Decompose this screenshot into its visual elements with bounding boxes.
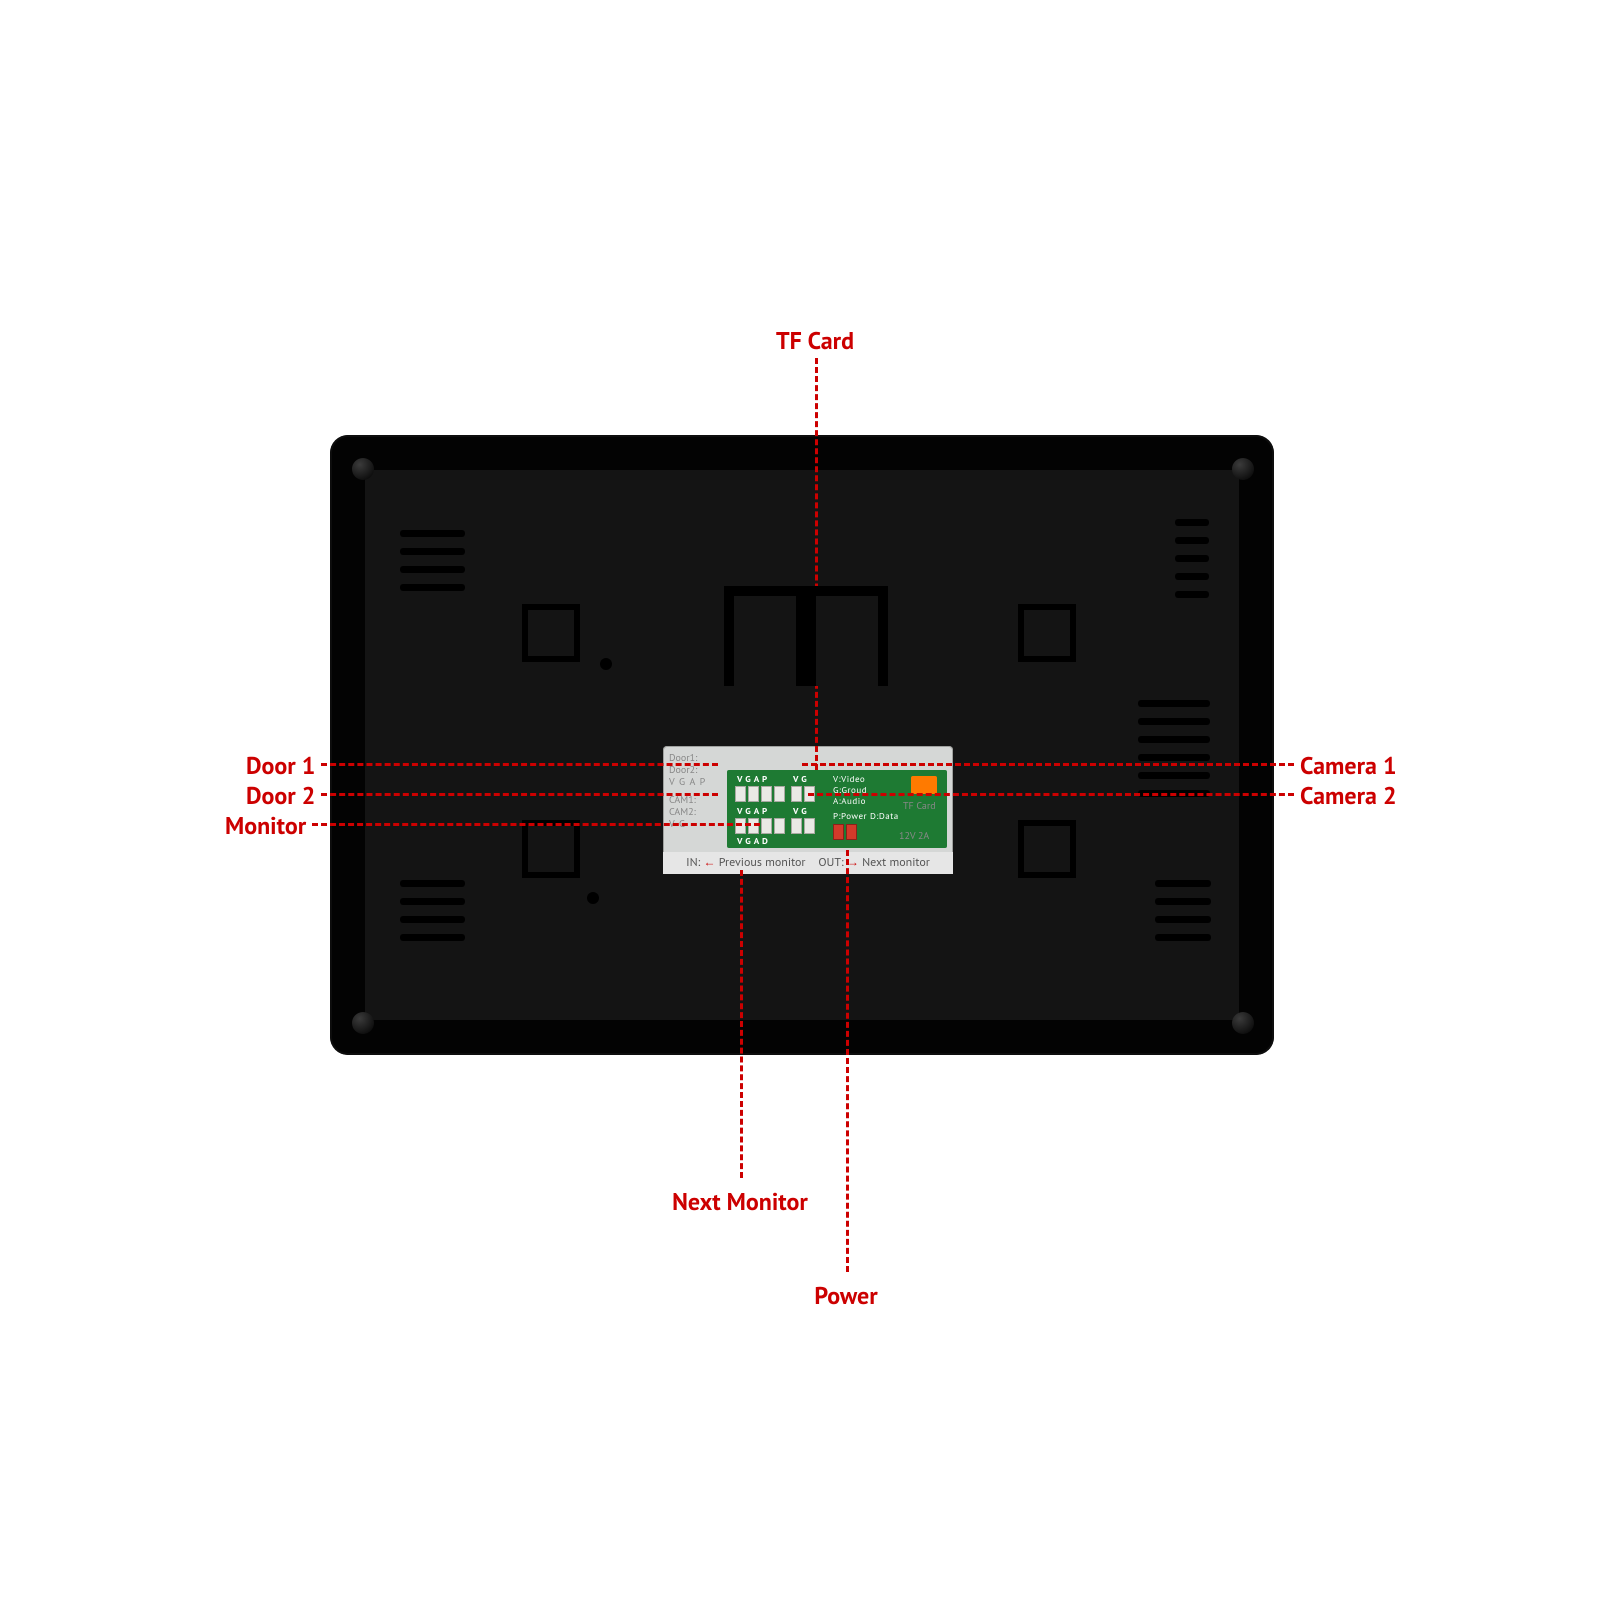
leader-left — [312, 823, 760, 826]
pcb-label-vgad: V G A D — [737, 836, 768, 847]
callout-left: Monitor — [225, 810, 306, 841]
plate-bottom-prev: Previous monitor — [719, 855, 806, 870]
plate-bottom-in: IN: — [686, 855, 700, 870]
vent-grill — [400, 880, 465, 952]
vent-grill — [400, 530, 465, 602]
connector-cam2 — [791, 818, 815, 834]
callout-left: Door 2 — [246, 780, 315, 811]
plate-text-pwr: 12V 2A — [899, 830, 929, 842]
screw-icon — [1232, 1012, 1254, 1034]
leader-right — [802, 763, 1294, 766]
mount-square — [1018, 820, 1076, 878]
callout-left: Door 1 — [246, 750, 315, 781]
plate-bottom-next: Next monitor — [862, 855, 930, 870]
screw-icon — [352, 458, 374, 480]
pcb-label-vgap-bot: V G A P — [737, 806, 768, 817]
callout-bottom: Next Monitor — [672, 1186, 808, 1217]
mount-square — [522, 820, 580, 878]
leader-left — [321, 763, 718, 766]
pcb-label-vgap-top: V G A P — [737, 774, 768, 785]
bracket-slot — [724, 586, 806, 686]
legend-power: P:Power D:Data — [833, 811, 899, 822]
connector-power — [833, 824, 857, 840]
vent-grill — [1138, 700, 1210, 808]
callout-right: Camera 1 — [1300, 750, 1397, 781]
vent-grill — [1155, 880, 1211, 952]
plate-text-tf: TF Card — [903, 800, 936, 812]
device-panel — [365, 470, 1239, 1020]
plate-bottom-strip: IN: ← Previous monitor OUT: → Next monit… — [663, 852, 953, 874]
mount-hole-icon — [600, 658, 612, 670]
mount-square — [522, 604, 580, 662]
legend-audio: A:Audio — [833, 796, 899, 807]
callout-bottom: Power — [814, 1280, 877, 1311]
tf-card-slot-icon — [911, 776, 937, 794]
leader-tf-card — [815, 358, 818, 770]
screw-icon — [1232, 458, 1254, 480]
callout-tf-card: TF Card — [776, 325, 854, 356]
pcb-label-vg-top: V G — [793, 774, 807, 785]
legend-video: V:Video — [833, 774, 899, 785]
mount-hole-icon — [587, 892, 599, 904]
leader-bottom — [846, 850, 849, 1272]
screw-icon — [352, 1012, 374, 1034]
connector-door1 — [735, 786, 785, 802]
leader-left — [321, 793, 718, 796]
vent-grill — [1175, 519, 1209, 609]
bracket-slot — [806, 586, 888, 686]
plate-bottom-out: OUT: — [818, 855, 843, 870]
mount-square — [1018, 604, 1076, 662]
plate-text-vgap: V G A P — [669, 776, 725, 788]
callout-right: Camera 2 — [1300, 780, 1397, 811]
pcb-label-vg-bot: V G — [793, 806, 807, 817]
leader-bottom — [740, 870, 743, 1178]
leader-right — [808, 793, 1294, 796]
